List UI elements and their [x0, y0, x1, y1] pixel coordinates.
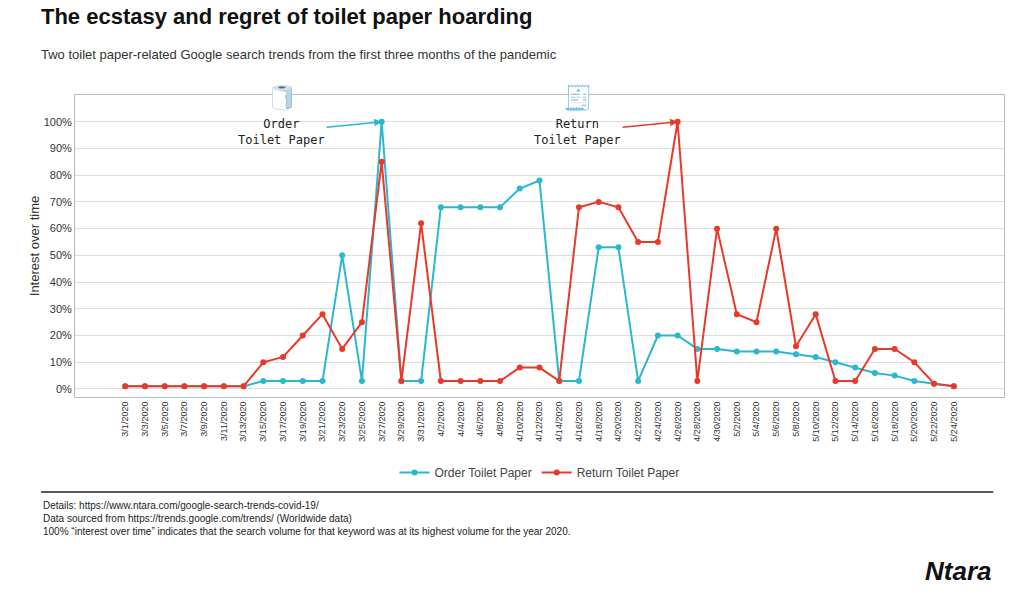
svg-text:3/17/2020: 3/17/2020	[278, 402, 288, 442]
svg-text:5/18/2020: 5/18/2020	[890, 402, 900, 442]
svg-text:70%: 70%	[50, 196, 72, 208]
svg-text:10%: 10%	[50, 356, 72, 368]
svg-text:3/9/2020: 3/9/2020	[199, 402, 209, 437]
svg-text:4/28/2020: 4/28/2020	[692, 402, 702, 442]
svg-text:🧾: 🧾	[563, 84, 593, 112]
svg-text:🧻: 🧻	[267, 84, 297, 112]
svg-text:5/2/2020: 5/2/2020	[732, 402, 742, 437]
svg-text:3/5/2020: 3/5/2020	[160, 402, 170, 437]
svg-text:5/20/2020: 5/20/2020	[909, 402, 919, 442]
svg-text:5/24/2020: 5/24/2020	[949, 402, 959, 442]
svg-text:Ntara: Ntara	[925, 556, 991, 586]
svg-text:20%: 20%	[50, 329, 72, 341]
svg-text:Details: https://www.ntara.com: Details: https://www.ntara.com/google-se…	[43, 500, 570, 537]
svg-text:3/21/2020: 3/21/2020	[317, 402, 327, 442]
svg-text:3/3/2020: 3/3/2020	[140, 402, 150, 437]
svg-text:5/4/2020: 5/4/2020	[751, 402, 761, 437]
svg-text:3/1/2020: 3/1/2020	[120, 402, 130, 437]
svg-text:5/16/2020: 5/16/2020	[870, 402, 880, 442]
svg-text:Return Toilet Paper: Return Toilet Paper	[577, 466, 680, 480]
svg-text:50%: 50%	[50, 249, 72, 261]
svg-text:4/26/2020: 4/26/2020	[673, 402, 683, 442]
svg-text:4/22/2020: 4/22/2020	[633, 402, 643, 442]
svg-text:4/14/2020: 4/14/2020	[554, 402, 564, 442]
svg-text:4/18/2020: 4/18/2020	[594, 402, 604, 442]
svg-text:3/13/2020: 3/13/2020	[238, 402, 248, 442]
svg-text:5/10/2020: 5/10/2020	[811, 402, 821, 442]
svg-text:90%: 90%	[50, 142, 72, 154]
svg-text:Interest over time: Interest over time	[27, 196, 42, 296]
svg-text:3/11/2020: 3/11/2020	[219, 402, 229, 441]
svg-text:3/19/2020: 3/19/2020	[298, 402, 308, 442]
svg-text:4/30/2020: 4/30/2020	[712, 402, 722, 442]
svg-text:0%: 0%	[56, 383, 72, 395]
svg-text:OrderToilet Paper: OrderToilet Paper	[238, 117, 325, 147]
svg-text:30%: 30%	[50, 303, 72, 315]
svg-text:4/8/2020: 4/8/2020	[495, 402, 505, 437]
svg-text:4/24/2020: 4/24/2020	[653, 402, 663, 442]
svg-text:4/10/2020: 4/10/2020	[515, 402, 525, 442]
svg-text:100%: 100%	[44, 116, 72, 128]
svg-text:4/12/2020: 4/12/2020	[534, 402, 544, 442]
svg-text:3/27/2020: 3/27/2020	[377, 402, 387, 442]
svg-text:60%: 60%	[50, 222, 72, 234]
svg-text:4/16/2020: 4/16/2020	[574, 402, 584, 442]
svg-text:Order Toilet Paper: Order Toilet Paper	[435, 466, 532, 480]
svg-text:ReturnToilet Paper: ReturnToilet Paper	[534, 117, 621, 147]
svg-text:5/14/2020: 5/14/2020	[850, 402, 860, 442]
svg-text:4/20/2020: 4/20/2020	[613, 402, 623, 442]
svg-text:5/8/2020: 5/8/2020	[791, 402, 801, 437]
svg-text:3/7/2020: 3/7/2020	[179, 402, 189, 437]
svg-text:5/22/2020: 5/22/2020	[929, 402, 939, 442]
svg-text:4/2/2020: 4/2/2020	[436, 402, 446, 437]
svg-text:3/29/2020: 3/29/2020	[396, 402, 406, 442]
svg-text:3/31/2020: 3/31/2020	[416, 402, 426, 442]
svg-text:4/4/2020: 4/4/2020	[456, 402, 466, 437]
svg-text:4/6/2020: 4/6/2020	[475, 402, 485, 437]
svg-text:The ecstasy and regret of toil: The ecstasy and regret of toilet paper h…	[41, 4, 532, 29]
svg-text:3/25/2020: 3/25/2020	[357, 402, 367, 442]
svg-text:5/12/2020: 5/12/2020	[830, 402, 840, 442]
svg-text:80%: 80%	[50, 169, 72, 181]
svg-text:40%: 40%	[50, 276, 72, 288]
svg-text:5/6/2020: 5/6/2020	[771, 402, 781, 437]
svg-text:Two toilet paper-related Googl: Two toilet paper-related Google search t…	[41, 47, 557, 62]
svg-text:3/15/2020: 3/15/2020	[258, 402, 268, 442]
svg-text:3/23/2020: 3/23/2020	[337, 402, 347, 442]
